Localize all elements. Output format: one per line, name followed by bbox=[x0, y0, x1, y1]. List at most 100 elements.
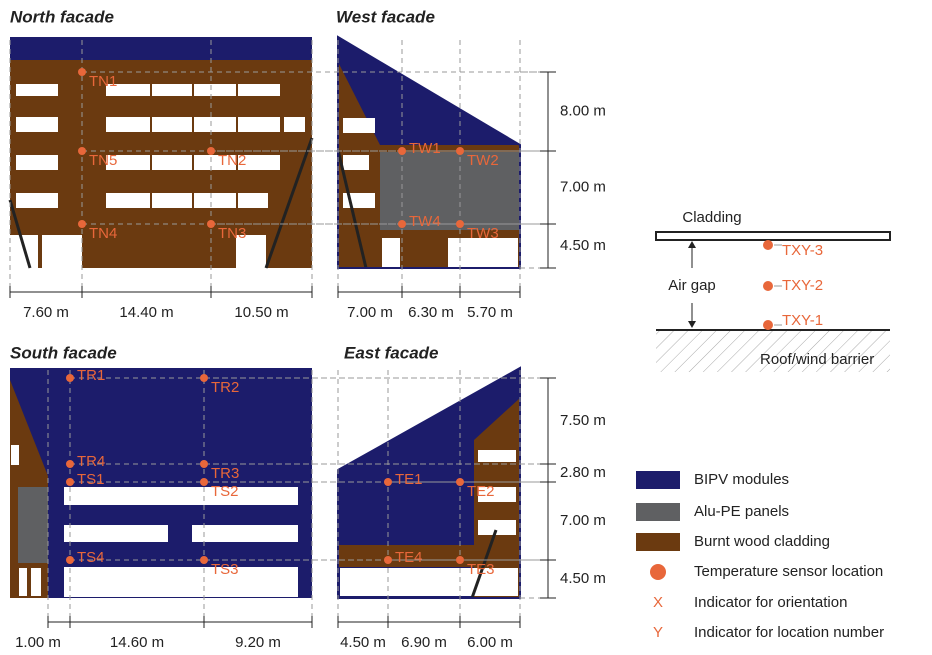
window bbox=[238, 155, 280, 170]
window bbox=[238, 193, 268, 208]
width-label: 1.00 m bbox=[15, 634, 61, 651]
sensor bbox=[66, 374, 74, 382]
window bbox=[194, 193, 236, 208]
window bbox=[343, 155, 369, 170]
window bbox=[382, 238, 400, 268]
window bbox=[16, 193, 58, 208]
sensor bbox=[66, 478, 74, 486]
sensor bbox=[456, 147, 464, 155]
wood-cladding bbox=[338, 545, 520, 567]
width-label: 14.60 m bbox=[110, 634, 164, 651]
window bbox=[106, 84, 150, 96]
legend-label: Indicator for orientation bbox=[694, 594, 847, 611]
window bbox=[238, 84, 280, 96]
window bbox=[152, 84, 192, 96]
sensor-label: TE4 bbox=[395, 549, 423, 566]
facade-title: South facade bbox=[10, 343, 117, 362]
window bbox=[192, 525, 298, 542]
width-label: 6.30 m bbox=[408, 304, 454, 321]
sensor bbox=[200, 556, 208, 564]
sensor bbox=[207, 147, 215, 155]
window bbox=[16, 117, 58, 132]
cladding bbox=[655, 231, 891, 241]
sensor bbox=[456, 478, 464, 486]
sensor-label: TW1 bbox=[409, 140, 441, 157]
facade-title: West facade bbox=[336, 7, 435, 26]
arrow-head bbox=[688, 321, 696, 328]
height-label: 4.50 m bbox=[560, 570, 606, 587]
sensor-label: TE3 bbox=[467, 561, 495, 578]
detail-label: Air gap bbox=[668, 277, 716, 294]
sensor bbox=[398, 147, 406, 155]
sensor-label: TXY-2 bbox=[782, 277, 823, 294]
sensor bbox=[384, 478, 392, 486]
sensor bbox=[763, 281, 773, 291]
barrier-hatch bbox=[656, 330, 890, 372]
window bbox=[64, 487, 298, 505]
window bbox=[16, 84, 58, 96]
window bbox=[194, 84, 236, 96]
window bbox=[238, 117, 280, 132]
window bbox=[478, 450, 516, 462]
window bbox=[236, 235, 266, 268]
window bbox=[42, 235, 82, 268]
beam bbox=[336, 149, 368, 269]
legend-swatch bbox=[636, 471, 680, 489]
window bbox=[11, 445, 19, 465]
bipv-panel bbox=[10, 368, 312, 598]
beam bbox=[264, 137, 314, 269]
window bbox=[478, 520, 516, 535]
width-label: 7.00 m bbox=[347, 304, 393, 321]
alu-pe-panel bbox=[18, 487, 48, 563]
sensor-label: TW2 bbox=[467, 152, 499, 169]
sensor-label: TW4 bbox=[409, 213, 441, 230]
sensor-label: TN5 bbox=[89, 152, 117, 169]
sensor-label: TW3 bbox=[467, 225, 499, 242]
sensor bbox=[456, 220, 464, 228]
sensor-label: TE1 bbox=[395, 471, 423, 488]
sensor-label: TXY-3 bbox=[782, 242, 823, 259]
detail-label: Roof/wind barrier bbox=[760, 351, 874, 368]
width-label: 9.20 m bbox=[235, 634, 281, 651]
window bbox=[340, 568, 518, 596]
sensor bbox=[78, 68, 86, 76]
sensor bbox=[200, 374, 208, 382]
window bbox=[478, 487, 516, 502]
sensor-label: TN3 bbox=[218, 225, 246, 242]
sensor bbox=[763, 240, 773, 250]
sensor bbox=[66, 556, 74, 564]
sensor bbox=[398, 220, 406, 228]
sensor bbox=[66, 460, 74, 468]
width-label: 5.70 m bbox=[467, 304, 513, 321]
height-label: 2.80 m bbox=[560, 464, 606, 481]
legend-label: Burnt wood cladding bbox=[694, 533, 830, 550]
sensor-label: TR1 bbox=[77, 367, 105, 384]
legend-label: Indicator for location number bbox=[694, 624, 884, 641]
sensor-label: TN4 bbox=[89, 225, 117, 242]
legend-label: Alu-PE panels bbox=[694, 503, 789, 520]
sensor bbox=[78, 220, 86, 228]
height-label: 7.00 m bbox=[560, 178, 606, 195]
window bbox=[106, 117, 150, 132]
sensor-label: TS1 bbox=[77, 471, 105, 488]
window bbox=[64, 567, 298, 597]
window bbox=[152, 193, 192, 208]
width-label: 6.00 m bbox=[467, 634, 513, 651]
legend-symbol: X bbox=[653, 594, 663, 611]
height-label: 7.50 m bbox=[560, 412, 606, 429]
window bbox=[64, 525, 168, 542]
sensor bbox=[200, 460, 208, 468]
window bbox=[194, 155, 236, 170]
sensor bbox=[78, 147, 86, 155]
beam bbox=[470, 529, 498, 599]
legend-marker bbox=[650, 564, 666, 580]
bipv-panel bbox=[10, 37, 312, 60]
facade-title: East facade bbox=[344, 343, 439, 362]
window bbox=[19, 568, 27, 596]
sensor bbox=[384, 556, 392, 564]
window bbox=[106, 193, 150, 208]
window bbox=[16, 155, 58, 170]
width-label: 10.50 m bbox=[234, 304, 288, 321]
window bbox=[152, 117, 192, 132]
